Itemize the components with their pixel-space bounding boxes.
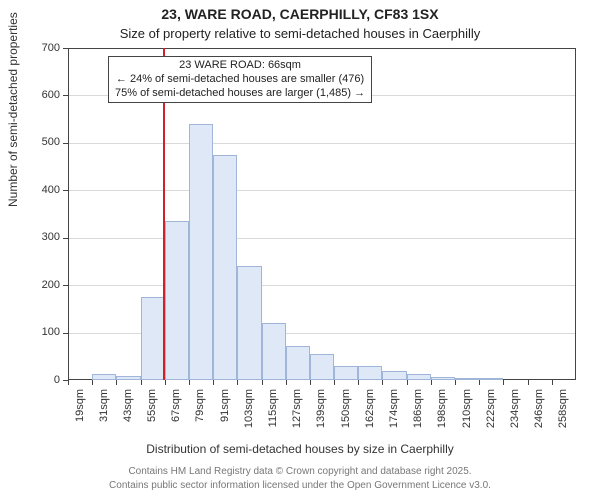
annotation-box: 23 WARE ROAD: 66sqm ← 24% of semi-detach… [108,56,372,103]
gridline [68,285,576,286]
x-tick-label: 103sqm [243,389,255,439]
x-tick-label: 258sqm [557,389,569,439]
y-tick-label: 200 [20,279,60,291]
y-tick-label: 500 [20,136,60,148]
x-tick-label: 162sqm [364,389,376,439]
y-tick-mark [63,95,68,96]
x-tick-mark [358,380,359,385]
y-tick-label: 300 [20,231,60,243]
histogram-bar [407,374,431,380]
x-tick-label: 139sqm [315,389,327,439]
y-tick-label: 0 [20,374,60,386]
x-tick-label: 234sqm [509,389,521,439]
x-tick-label: 246sqm [533,389,545,439]
x-tick-label: 186sqm [412,389,424,439]
histogram-bar [213,155,237,380]
histogram-bar [310,354,334,380]
x-tick-label: 210sqm [461,389,473,439]
x-tick-mark [68,380,69,385]
y-tick-mark [63,285,68,286]
x-tick-label: 55sqm [146,389,158,439]
x-tick-mark [286,380,287,385]
x-tick-label: 127sqm [291,389,303,439]
histogram-bar [479,378,503,380]
annotation-line1: 23 WARE ROAD: 66sqm [115,59,365,73]
y-tick-mark [63,48,68,49]
x-tick-mark [455,380,456,385]
y-tick-mark [63,333,68,334]
histogram-bar [334,366,358,380]
y-tick-label: 700 [20,42,60,54]
annotation-line3: 75% of semi-detached houses are larger (… [115,87,365,101]
histogram-bar [237,266,261,380]
x-tick-mark [334,380,335,385]
x-tick-label: 31sqm [98,389,110,439]
x-tick-label: 91sqm [219,389,231,439]
x-tick-label: 198sqm [436,389,448,439]
x-tick-label: 67sqm [170,389,182,439]
histogram-bar [165,221,189,380]
histogram-bar [141,297,165,380]
x-tick-label: 174sqm [388,389,400,439]
x-tick-mark [431,380,432,385]
x-tick-label: 115sqm [267,389,279,439]
x-tick-mark [237,380,238,385]
x-tick-mark [116,380,117,385]
x-tick-label: 79sqm [194,389,206,439]
histogram-bar [116,376,140,380]
annotation-line2: ← 24% of semi-detached houses are smalle… [115,73,365,87]
gridline [68,143,576,144]
x-tick-mark [141,380,142,385]
y-tick-mark [63,190,68,191]
histogram-bar [189,124,213,380]
y-axis-label: Number of semi-detached properties [6,12,20,207]
chart-plot-area: 23 WARE ROAD: 66sqm ← 24% of semi-detach… [68,48,576,380]
footer-line-1: Contains HM Land Registry data © Crown c… [0,466,600,477]
x-tick-mark [552,380,553,385]
x-tick-label: 222sqm [485,389,497,439]
x-tick-mark [503,380,504,385]
x-tick-label: 19sqm [74,389,86,439]
x-tick-mark [528,380,529,385]
y-tick-mark [63,238,68,239]
histogram-bar [455,378,479,380]
histogram-bar [92,374,116,380]
histogram-bar [358,366,382,380]
y-tick-label: 400 [20,184,60,196]
histogram-bar [382,371,406,380]
x-tick-mark [310,380,311,385]
x-tick-label: 150sqm [340,389,352,439]
x-tick-mark [479,380,480,385]
page-subtitle: Size of property relative to semi-detach… [0,26,600,41]
x-tick-mark [262,380,263,385]
y-tick-label: 100 [20,326,60,338]
x-axis-label: Distribution of semi-detached houses by … [0,442,600,456]
histogram-bar [262,323,286,380]
footer-line-2: Contains public sector information licen… [0,480,600,491]
x-tick-mark [407,380,408,385]
histogram-bar [431,377,455,380]
gridline [68,190,576,191]
gridline [68,238,576,239]
histogram-bar [286,346,310,380]
y-tick-label: 600 [20,89,60,101]
x-tick-mark [382,380,383,385]
x-tick-label: 43sqm [122,389,134,439]
x-tick-mark [165,380,166,385]
y-tick-mark [63,143,68,144]
x-tick-mark [213,380,214,385]
gridline [68,48,576,49]
x-tick-mark [189,380,190,385]
x-tick-mark [92,380,93,385]
page-title: 23, WARE ROAD, CAERPHILLY, CF83 1SX [0,6,600,22]
